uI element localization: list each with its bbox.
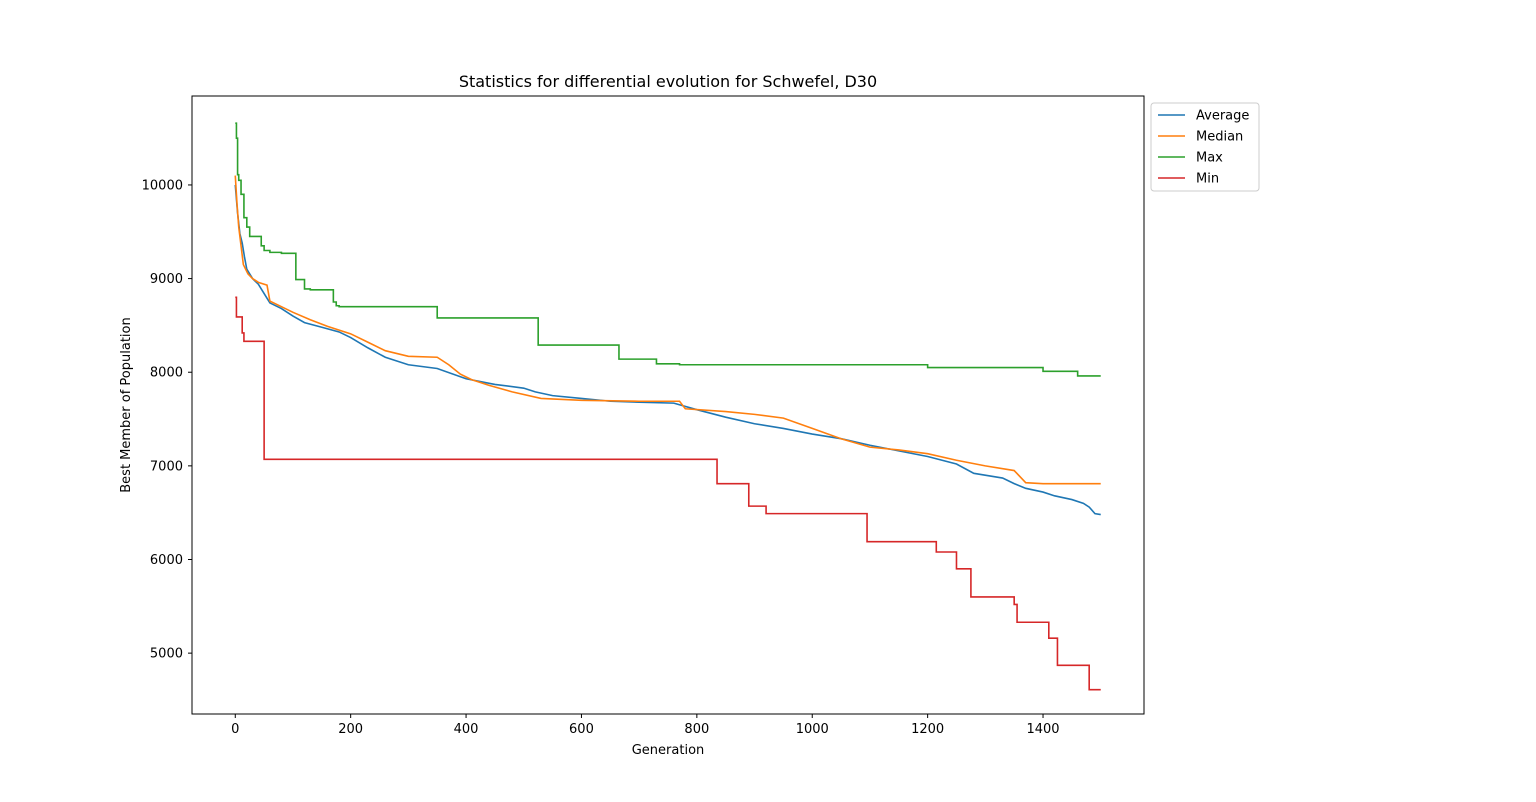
y-tick-label: 8000	[150, 366, 183, 381]
y-tick-label: 6000	[150, 553, 183, 568]
x-tick-label: 0	[231, 722, 239, 737]
y-tick-label: 5000	[150, 647, 183, 662]
legend-label-median: Median	[1196, 130, 1243, 145]
x-tick-label: 1000	[796, 722, 829, 737]
series-line-min	[235, 296, 1101, 691]
legend: Average Median Max Min	[1150, 102, 1260, 192]
x-tick-label: 1400	[1026, 722, 1059, 737]
x-tick-label: 800	[684, 722, 709, 737]
x-tick-label: 1200	[911, 722, 944, 737]
x-tick-label: 200	[338, 722, 363, 737]
legend-box	[1150, 102, 1260, 192]
y-tick-label: 9000	[150, 272, 183, 287]
legend-label-min: Min	[1196, 172, 1219, 187]
y-tick-label: 10000	[142, 178, 183, 193]
series-line-max	[235, 122, 1101, 377]
x-axis-title: Generation	[632, 743, 705, 758]
legend-label-max: Max	[1196, 151, 1223, 166]
series-line-average	[234, 184, 1101, 516]
x-tick-label: 400	[454, 722, 479, 737]
legend-label-average: Average	[1196, 109, 1249, 124]
y-tick-label: 7000	[150, 459, 183, 474]
x-axis: 0 200 400 600 800 1000 1200 1400	[231, 714, 1060, 737]
y-axis-title: Best Member of Population	[119, 317, 134, 493]
series-line-median	[234, 175, 1101, 485]
plot-area-frame	[191, 95, 1145, 715]
x-tick-label: 600	[569, 722, 594, 737]
plot-series	[234, 122, 1101, 691]
chart-title: Statistics for differential evolution fo…	[459, 72, 877, 91]
y-axis: 5000 6000 7000 8000 9000 10000	[142, 178, 192, 662]
